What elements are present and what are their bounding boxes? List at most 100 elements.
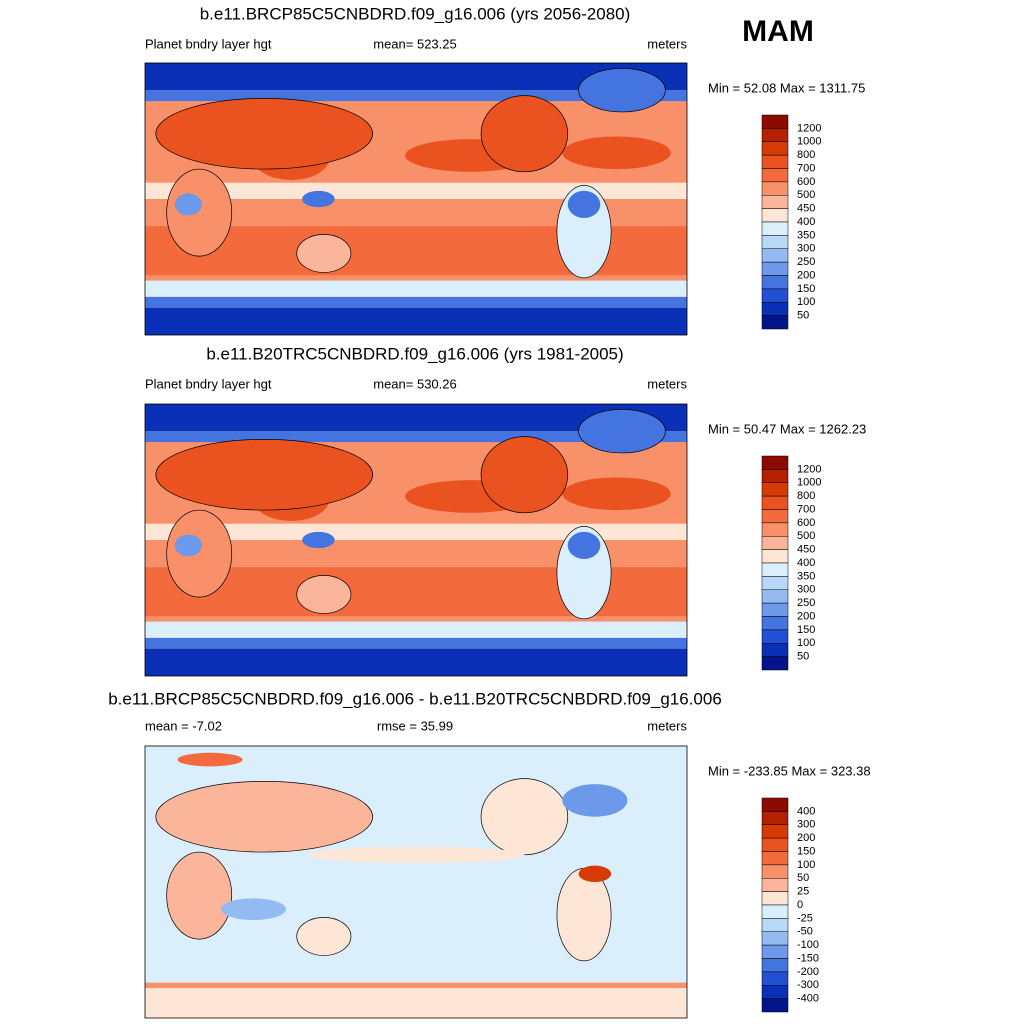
map-region [174, 534, 202, 557]
panel-title: b.e11.BRCP85C5CNBDRD.f09_g16.006 (yrs 20… [200, 4, 631, 23]
colorbar-box [761, 864, 789, 879]
map-region [220, 898, 286, 921]
colorbar-box [761, 985, 789, 999]
colorbar-box [761, 904, 789, 919]
map-region [567, 190, 601, 219]
colorbar-box [761, 248, 789, 263]
colorbar-label: 50 [797, 310, 809, 322]
colorbar-box [761, 221, 789, 236]
min-max: Min = -233.85 Max = 323.38 [708, 763, 871, 778]
map-band [145, 637, 687, 649]
colorbar-label: 250 [797, 597, 815, 609]
map-region [562, 477, 671, 511]
colorbar-box [761, 797, 789, 812]
map-land [155, 781, 373, 853]
colorbar-box [761, 141, 789, 156]
colorbar-box [761, 455, 789, 470]
colorbar-label: 300 [797, 584, 815, 596]
map-band [145, 90, 687, 102]
map-band [145, 648, 687, 676]
right-string: meters [647, 376, 687, 391]
map [145, 746, 687, 1018]
map-band [145, 431, 687, 443]
min-max: Min = 50.47 Max = 1262.23 [708, 421, 866, 436]
map [145, 404, 687, 676]
map-land [556, 868, 612, 962]
map-region [302, 190, 335, 208]
colorbar-label: 700 [797, 503, 815, 515]
map-land [480, 436, 569, 514]
map-band [145, 985, 687, 1018]
colorbar-box [761, 878, 789, 892]
colorbar-label: 50 [797, 651, 809, 663]
colorbar-label: 1000 [797, 136, 821, 148]
colorbar-box [761, 235, 789, 249]
right-string: meters [647, 718, 687, 733]
colorbar-label: 150 [797, 283, 815, 295]
map-region [174, 193, 202, 216]
colorbar-label: 400 [797, 805, 815, 817]
colorbar-box [761, 208, 789, 223]
map-land [166, 509, 233, 598]
colorbar-label: 150 [797, 845, 815, 857]
colorbar-box [761, 261, 789, 276]
map-band [145, 296, 687, 308]
colorbar-box [761, 562, 789, 577]
colorbar-box [761, 971, 789, 986]
colorbar-box [761, 931, 789, 946]
colorbar-label: -300 [797, 979, 819, 991]
map-band [145, 523, 687, 540]
colorbar-box [761, 168, 789, 183]
map-band [145, 621, 687, 638]
colorbar-box [761, 589, 789, 604]
left-string: mean = -7.02 [145, 718, 222, 733]
colorbar-box [761, 629, 789, 644]
colorbar-label: 100 [797, 296, 815, 308]
colorbar-label: -400 [797, 993, 819, 1005]
map-land [578, 68, 666, 113]
center-string: mean= 523.25 [373, 36, 456, 51]
colorbar-label: 200 [797, 269, 815, 281]
map-region [562, 136, 671, 170]
colorbar-label: 600 [797, 176, 815, 188]
map-band [145, 307, 687, 335]
colorbar-box [761, 918, 789, 932]
colorbar-label: -25 [797, 912, 813, 924]
colorbar-box [761, 288, 789, 303]
colorbar-label: 800 [797, 149, 815, 161]
colorbar-box [761, 851, 789, 866]
colorbar-box [761, 302, 789, 316]
colorbar-label: 350 [797, 570, 815, 582]
colorbar-label: 450 [797, 544, 815, 556]
colorbar-label: 200 [797, 832, 815, 844]
colorbar-box [761, 958, 789, 973]
colorbar-label: 250 [797, 256, 815, 268]
colorbar-label: 450 [797, 203, 815, 215]
colorbar-label: 100 [797, 637, 815, 649]
map-frame [144, 403, 688, 677]
map-land [155, 98, 373, 170]
colorbar-box [761, 522, 789, 537]
min-max: Min = 52.08 Max = 1311.75 [708, 80, 865, 95]
colorbar-box [761, 482, 789, 497]
colorbar-box [761, 549, 789, 564]
map-land [480, 95, 569, 173]
colorbar-box [761, 275, 789, 290]
colorbar-box [761, 944, 789, 959]
colorbar-label: 1200 [797, 463, 821, 475]
map-band [145, 280, 687, 297]
colorbar-box [761, 469, 789, 483]
map-land [166, 168, 233, 257]
colorbar-label: 350 [797, 229, 815, 241]
colorbar-label: -50 [797, 926, 813, 938]
colorbar-label: 300 [797, 819, 815, 831]
colorbar-label: 25 [797, 886, 809, 898]
left-string: Planet bndry layer hgt [145, 376, 272, 391]
colorbar-box [761, 509, 789, 524]
colorbar-box [761, 602, 789, 617]
right-string: meters [647, 36, 687, 51]
colorbar-label: 500 [797, 530, 815, 542]
colorbar-box [761, 128, 789, 142]
center-string: rmse = 35.99 [377, 718, 453, 733]
